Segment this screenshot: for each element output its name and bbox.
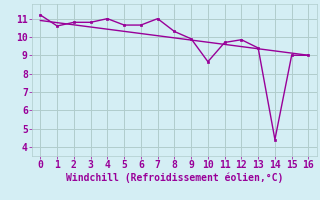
X-axis label: Windchill (Refroidissement éolien,°C): Windchill (Refroidissement éolien,°C) bbox=[66, 173, 283, 183]
